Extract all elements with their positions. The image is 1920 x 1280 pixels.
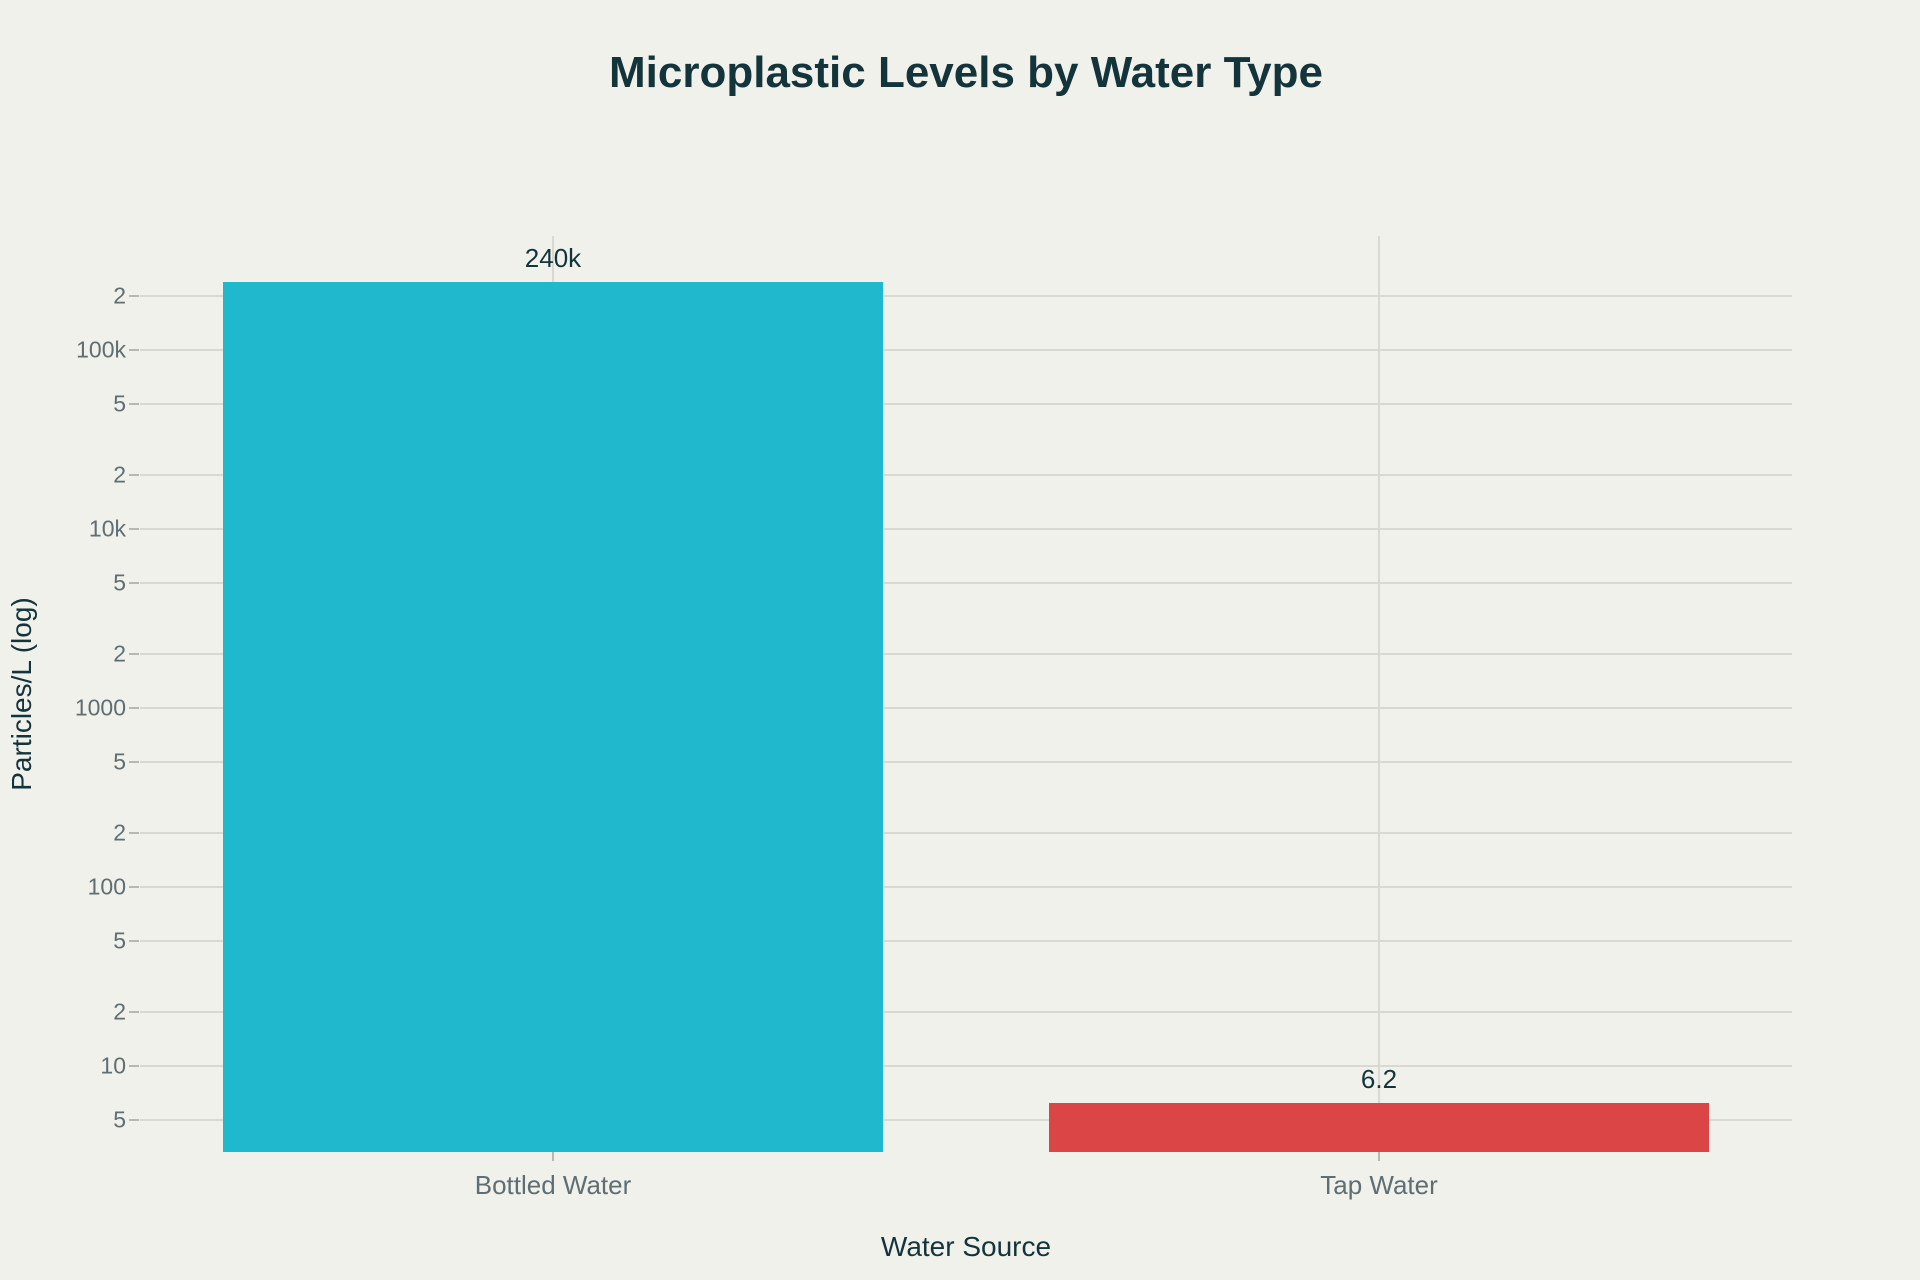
chart-title: Microplastic Levels by Water Type bbox=[608, 48, 1324, 97]
y-tick-label: 100 bbox=[87, 873, 126, 900]
y-tick-dash bbox=[129, 1065, 139, 1067]
y-tick-dash bbox=[129, 349, 139, 351]
y-tick-dash bbox=[129, 528, 139, 530]
y-tick-dash bbox=[129, 832, 139, 835]
y-gridline bbox=[140, 1011, 1792, 1014]
bar-value-label: 240k bbox=[524, 242, 582, 273]
y-gridline bbox=[140, 402, 1792, 405]
y-gridline bbox=[140, 760, 1792, 763]
y-tick-label: 5 bbox=[113, 927, 126, 954]
y-tick-label: 10 bbox=[100, 1052, 126, 1079]
y-tick-label: 2 bbox=[113, 998, 126, 1025]
y-gridline bbox=[140, 349, 1792, 351]
y-gridline bbox=[140, 474, 1792, 477]
y-tick-label: 2 bbox=[113, 282, 126, 309]
y-tick-dash bbox=[129, 402, 139, 405]
x-gridline bbox=[1378, 236, 1380, 1152]
y-gridline bbox=[140, 1065, 1792, 1067]
x-category-label-tap-water: Tap Water bbox=[1320, 1170, 1438, 1200]
x-axis-title: Water Source bbox=[880, 1231, 1052, 1262]
y-tick-label: 2 bbox=[113, 640, 126, 667]
y-tick-label: 5 bbox=[113, 569, 126, 596]
y-tick-dash bbox=[129, 886, 139, 888]
y-tick-label: 5 bbox=[113, 1106, 126, 1133]
y-tick-label: 2 bbox=[113, 819, 126, 846]
y-gridline bbox=[140, 832, 1792, 835]
y-gridline bbox=[140, 581, 1792, 584]
y-tick-dash bbox=[129, 939, 139, 942]
x-category-label-bottled-water: Bottled Water bbox=[474, 1170, 632, 1200]
x-tick-dash bbox=[552, 1152, 554, 1161]
y-tick-dash bbox=[129, 707, 139, 709]
y-gridline bbox=[140, 653, 1792, 656]
y-gridline bbox=[140, 707, 1792, 709]
y-gridline bbox=[140, 886, 1792, 888]
y-tick-dash bbox=[129, 295, 139, 298]
y-tick-dash bbox=[129, 474, 139, 477]
y-gridline bbox=[140, 1118, 1792, 1121]
y-tick-label: 5 bbox=[113, 748, 126, 775]
y-tick-label: 5 bbox=[113, 390, 126, 417]
y-tick-dash bbox=[129, 1011, 139, 1014]
y-tick-dash bbox=[129, 760, 139, 763]
y-tick-dash bbox=[129, 653, 139, 656]
y-gridline bbox=[140, 939, 1792, 942]
y-tick-dash bbox=[129, 581, 139, 584]
y-tick-label: 10k bbox=[88, 515, 126, 542]
x-tick-dash bbox=[1378, 1152, 1380, 1161]
bar-tap-water[interactable] bbox=[1048, 1103, 1710, 1152]
y-tick-label: 1000 bbox=[74, 694, 126, 721]
y-tick-label: 2 bbox=[113, 461, 126, 488]
bar-bottled-water[interactable] bbox=[222, 281, 884, 1152]
y-gridline bbox=[140, 528, 1792, 530]
bar-value-label: 6.2 bbox=[1360, 1064, 1398, 1095]
y-tick-dash bbox=[129, 1118, 139, 1121]
y-gridline bbox=[140, 295, 1792, 298]
y-tick-label: 100k bbox=[76, 336, 126, 363]
